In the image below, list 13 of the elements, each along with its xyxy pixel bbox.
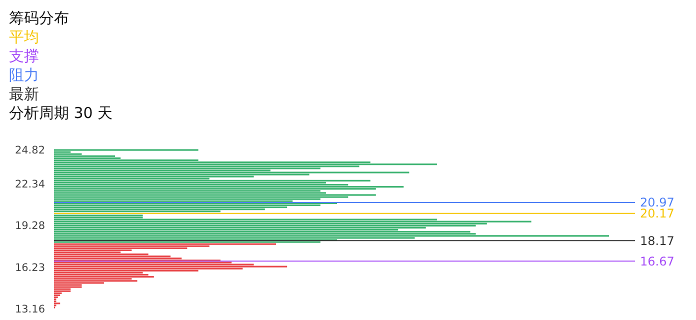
chart-title: 筹码分布 [9,9,69,27]
text: 支撑 [9,47,39,65]
ref-line-label: 16.67 [640,254,674,268]
y-tick-label: 16.23 [14,262,45,274]
y-tick-label: 19.28 [14,220,45,232]
text: 阻力 [9,66,39,84]
text: 平均 [9,28,39,46]
chart-subtitle: 分析周期 30 天 [9,104,113,122]
y-tick-label: 13.16 [14,304,46,316]
y-tick-label: 22.34 [14,178,46,190]
ref-line-label: 18.17 [640,234,674,248]
y-tick-label: 24.82 [14,144,45,157]
text: 最新 [9,85,39,103]
